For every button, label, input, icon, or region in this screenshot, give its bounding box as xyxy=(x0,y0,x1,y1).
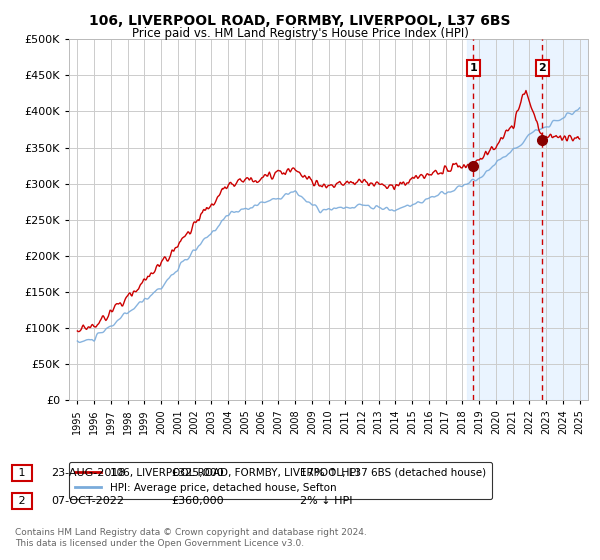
Text: 07-OCT-2022: 07-OCT-2022 xyxy=(51,496,124,506)
Text: 1: 1 xyxy=(469,63,477,73)
Text: 23-AUG-2018: 23-AUG-2018 xyxy=(51,468,125,478)
Text: 106, LIVERPOOL ROAD, FORMBY, LIVERPOOL, L37 6BS: 106, LIVERPOOL ROAD, FORMBY, LIVERPOOL, … xyxy=(89,14,511,28)
Text: 17% ↑ HPI: 17% ↑ HPI xyxy=(300,468,359,478)
Text: Contains HM Land Registry data © Crown copyright and database right 2024.
This d: Contains HM Land Registry data © Crown c… xyxy=(15,528,367,548)
Text: 2: 2 xyxy=(15,496,29,506)
Text: 2% ↓ HPI: 2% ↓ HPI xyxy=(300,496,353,506)
Text: 1: 1 xyxy=(15,468,29,478)
Text: Price paid vs. HM Land Registry's House Price Index (HPI): Price paid vs. HM Land Registry's House … xyxy=(131,27,469,40)
Legend: 106, LIVERPOOL ROAD, FORMBY, LIVERPOOL, L37 6BS (detached house), HPI: Average p: 106, LIVERPOOL ROAD, FORMBY, LIVERPOOL, … xyxy=(69,461,492,500)
Bar xyxy=(467,39,588,400)
Text: 2: 2 xyxy=(538,63,546,73)
Text: £360,000: £360,000 xyxy=(171,496,224,506)
Text: £325,000: £325,000 xyxy=(171,468,224,478)
